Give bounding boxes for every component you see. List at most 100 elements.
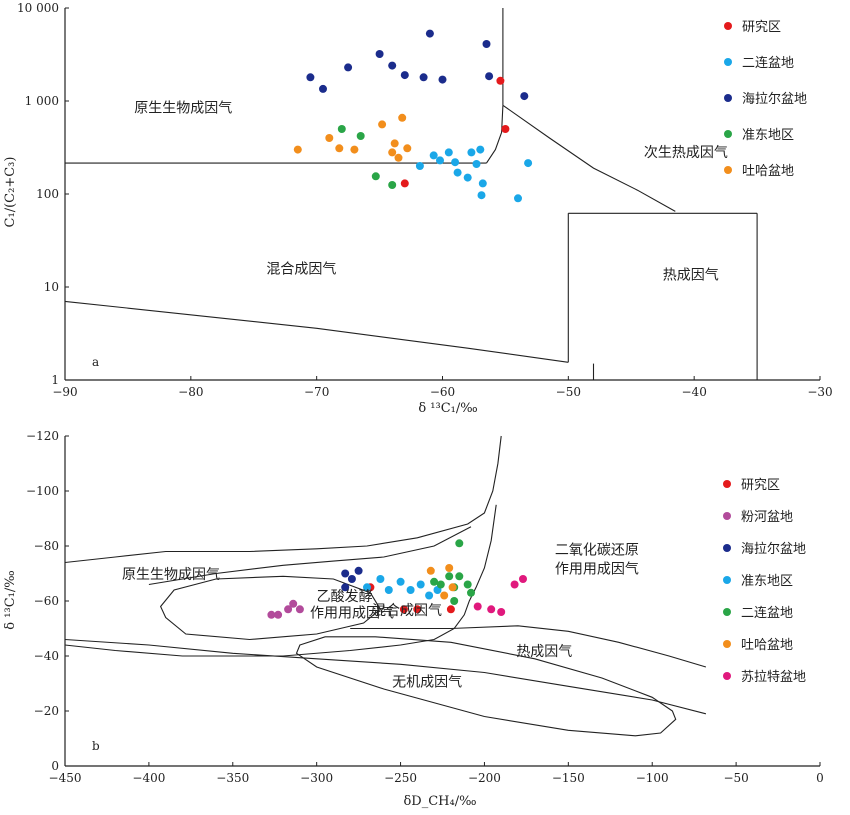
data-point <box>463 580 472 589</box>
data-point <box>497 608 506 616</box>
data-point <box>406 586 415 594</box>
boundary-inorganic <box>295 636 677 737</box>
legend-label: 二连盆地 <box>742 55 794 71</box>
data-point <box>356 132 365 140</box>
y-tick-label: 1 000 <box>25 94 59 108</box>
data-point <box>400 179 409 188</box>
data-point <box>472 160 481 168</box>
data-point <box>394 153 403 162</box>
legend-marker <box>723 576 731 584</box>
data-point <box>453 168 462 177</box>
boundary-mixed-lower <box>64 300 569 363</box>
legend-marker <box>723 672 731 680</box>
data-point <box>485 72 494 81</box>
y-tick-label: −20 <box>34 704 59 718</box>
y-tick-label: 10 <box>44 280 59 294</box>
legend-label: 苏拉特盆地 <box>741 669 806 685</box>
series-2-points <box>306 29 529 101</box>
data-point <box>354 566 363 575</box>
data-point <box>325 134 334 142</box>
data-point <box>478 179 487 188</box>
x-tick-label: 0 <box>816 771 824 785</box>
data-point <box>477 191 486 200</box>
data-point <box>293 145 302 154</box>
region-label: 次生热成因气 <box>644 145 728 161</box>
data-point <box>341 583 350 592</box>
data-point <box>440 591 449 600</box>
region-label: 作用用成因气 <box>555 562 639 578</box>
legend-label: 粉河盆地 <box>741 510 793 525</box>
data-point <box>376 575 385 583</box>
boundary-thermal-upper <box>350 625 707 668</box>
panel-b-points <box>267 539 527 619</box>
series-3-points <box>337 125 397 189</box>
legend-label: 研究区 <box>741 478 780 493</box>
data-point <box>295 605 304 614</box>
x-tick-label: −80 <box>178 385 203 399</box>
legend-marker <box>724 166 732 174</box>
legend-marker <box>723 608 731 616</box>
x-tick-label: −60 <box>430 385 455 399</box>
data-point <box>510 580 519 589</box>
data-point <box>363 583 371 592</box>
x-tick-label: −200 <box>468 771 501 785</box>
data-point <box>455 572 464 581</box>
legend-label: 准东地区 <box>742 128 794 143</box>
x-tick-label: −300 <box>300 771 333 785</box>
legend-marker <box>724 22 732 30</box>
data-point <box>455 539 464 548</box>
series-5-points <box>426 564 457 600</box>
data-point <box>284 605 293 614</box>
data-point <box>396 577 405 586</box>
y-tick-label: −60 <box>34 594 59 608</box>
data-point <box>388 61 397 70</box>
y-tick-label: 100 <box>36 187 59 201</box>
data-point <box>476 145 485 154</box>
data-point <box>350 145 359 154</box>
data-point <box>450 597 459 605</box>
data-point <box>445 564 454 572</box>
data-point <box>335 144 344 153</box>
series-2-points <box>341 566 363 592</box>
panel-a-points <box>293 29 533 203</box>
data-point <box>445 572 454 581</box>
data-point <box>467 588 475 597</box>
data-point <box>429 151 438 160</box>
y-tick-label: −80 <box>34 539 59 553</box>
data-point <box>337 125 346 133</box>
boundary-biogenic-curve <box>486 105 504 164</box>
data-point <box>425 591 434 600</box>
data-point <box>438 75 447 84</box>
data-point <box>446 605 455 614</box>
y-tick-label: 0 <box>51 759 59 773</box>
panel-b-axes <box>64 436 820 767</box>
panel-b-y-axis-title: δ ¹³C₁/‰ <box>3 570 18 629</box>
data-point <box>448 583 457 592</box>
y-tick-label: −100 <box>26 484 59 498</box>
data-point <box>399 605 408 614</box>
x-tick-label: −40 <box>682 385 707 399</box>
panel-b-x-axis-title: δD_CH₄/‰ <box>403 794 476 809</box>
region-label: 原生生物成因气 <box>134 101 232 117</box>
data-point <box>416 580 425 589</box>
panel-b-ticks: −450 −400 −350 −300 −250 −200 −150 −100 −50 0−120… <box>26 429 824 785</box>
data-point <box>306 73 315 82</box>
series-1-points <box>267 599 304 619</box>
x-tick-label: −150 <box>552 771 585 785</box>
data-point <box>436 156 444 165</box>
panel-a-boundaries <box>64 8 758 380</box>
panel-a-ticks: −90 −80 −70 −60 −50 −40 −30 1 10 100 1 000 10 000 <box>17 1 833 399</box>
data-point <box>398 113 407 122</box>
series-0-points <box>400 76 510 188</box>
legend-marker <box>723 480 731 488</box>
data-point <box>419 73 428 82</box>
data-point <box>425 29 434 38</box>
data-point <box>463 173 472 182</box>
legend-label: 海拉尔盆地 <box>742 92 807 107</box>
data-point <box>344 63 353 72</box>
panel-a-x-axis-title: δ ¹³C₁/‰ <box>418 401 477 416</box>
data-point <box>347 575 356 583</box>
region-label: 热成因气 <box>663 268 719 284</box>
